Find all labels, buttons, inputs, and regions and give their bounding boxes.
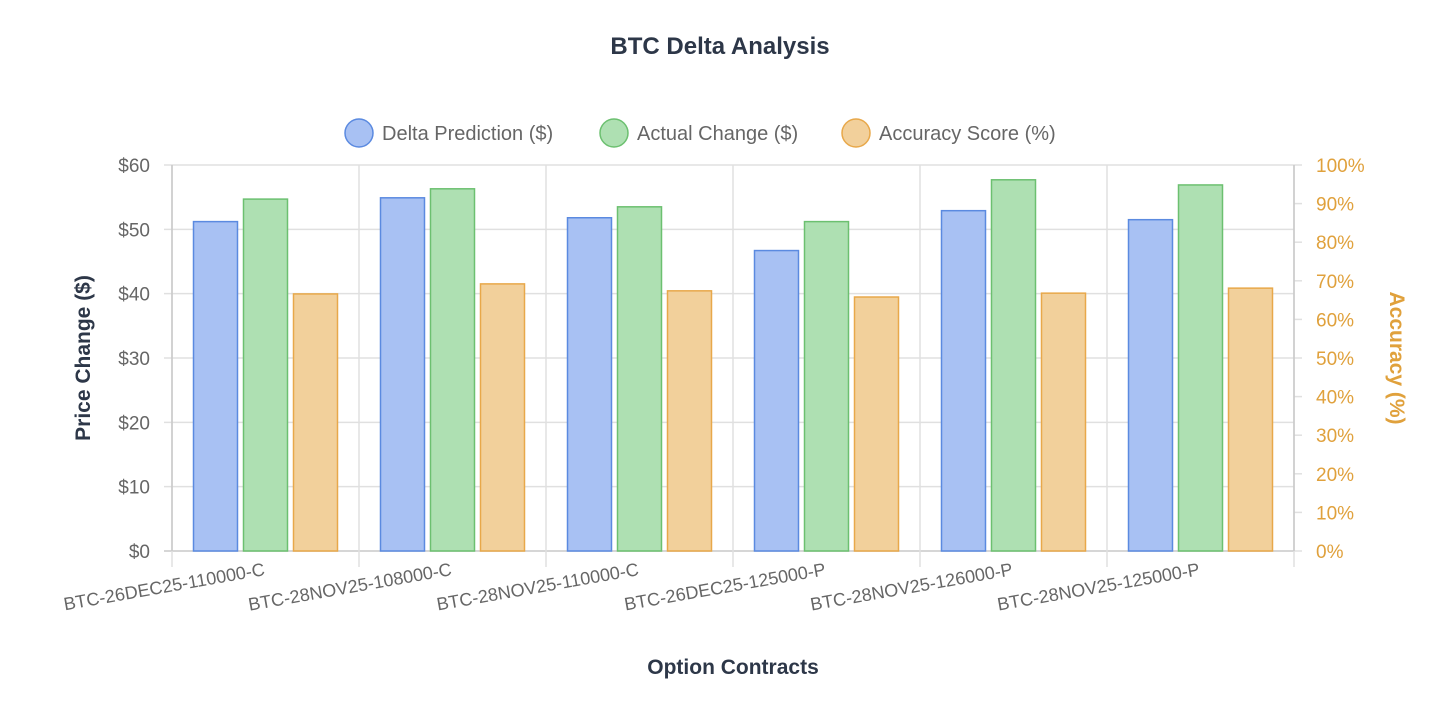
- bar-actual-change: [990, 179, 1037, 552]
- bar-accuracy-score: [1227, 287, 1274, 552]
- x-tick-label: BTC-28NOV25-108000-C: [247, 559, 453, 614]
- bar-accuracy-score: [853, 296, 900, 552]
- bar-accuracy-score: [1040, 292, 1087, 552]
- legend-label: Accuracy Score (%): [879, 123, 1056, 145]
- bar-accuracy-score: [666, 290, 713, 552]
- x-axis-label: Option Contracts: [647, 656, 819, 679]
- x-tick-label: BTC-28NOV25-126000-P: [809, 559, 1014, 614]
- y-tick-label: $40: [118, 285, 150, 306]
- legend-swatch: [599, 118, 629, 148]
- bar-delta-prediction: [566, 217, 613, 552]
- bar-delta-prediction: [379, 197, 426, 552]
- bar-delta-prediction: [753, 249, 800, 552]
- x-tick-label: BTC-28NOV25-110000-C: [435, 559, 640, 614]
- y2-tick-label: 90%: [1316, 195, 1354, 216]
- y2-tick-label: 20%: [1316, 465, 1354, 486]
- y2-tick-label: 60%: [1316, 310, 1354, 331]
- y2-tick-label: 10%: [1316, 503, 1354, 524]
- y2-tick-label: 0%: [1316, 542, 1344, 563]
- bar-actual-change: [803, 220, 850, 552]
- y-tick-label: $10: [118, 478, 150, 499]
- y2-tick-label: 80%: [1316, 233, 1354, 254]
- legend: Delta Prediction ($) Actual Change ($) Acc…: [344, 118, 1056, 148]
- bar-actual-change: [429, 188, 476, 552]
- bar-delta-prediction: [192, 220, 239, 552]
- chart-title: BTC Delta Analysis: [610, 33, 829, 60]
- y-axis-label: Price Change ($): [72, 275, 95, 441]
- legend-swatch: [841, 118, 871, 148]
- y-tick-label: $30: [118, 349, 150, 370]
- legend-label: Actual Change ($): [637, 123, 798, 145]
- x-tick-label: BTC-28NOV25-125000-P: [996, 559, 1201, 614]
- y2-tick-label: 100%: [1316, 156, 1365, 177]
- x-tick-label: BTC-26DEC25-125000-P: [623, 559, 827, 614]
- y2-tick-label: 30%: [1316, 426, 1354, 447]
- y-tick-label: $50: [118, 220, 150, 241]
- bar-accuracy-score: [292, 293, 339, 552]
- bar-delta-prediction: [1127, 218, 1174, 552]
- bars: [192, 179, 1274, 552]
- x-tick-label: BTC-26DEC25-110000-C: [62, 559, 266, 614]
- bar-actual-change: [616, 206, 663, 552]
- bar-actual-change: [242, 198, 289, 552]
- y-tick-label: $60: [118, 156, 150, 177]
- y2-axis-label: Accuracy (%): [1385, 291, 1408, 424]
- legend-label: Delta Prediction ($): [382, 123, 553, 145]
- y2-tick-label: 40%: [1316, 388, 1354, 409]
- y2-tick-label: 70%: [1316, 272, 1354, 293]
- legend-swatch: [344, 118, 374, 148]
- y2-tick-label: 50%: [1316, 349, 1354, 370]
- bar-delta-prediction: [940, 209, 987, 552]
- y-tick-label: $20: [118, 413, 150, 434]
- bar-accuracy-score: [479, 283, 526, 552]
- y-tick-label: $0: [129, 542, 150, 563]
- bar-actual-change: [1177, 184, 1224, 552]
